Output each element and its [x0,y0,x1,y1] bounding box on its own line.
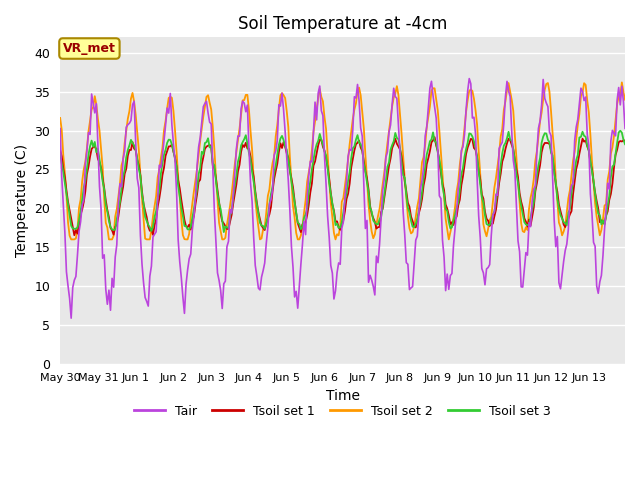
Title: Soil Temperature at -4cm: Soil Temperature at -4cm [238,15,447,33]
Text: VR_met: VR_met [63,42,116,55]
Legend: Tair, Tsoil set 1, Tsoil set 2, Tsoil set 3: Tair, Tsoil set 1, Tsoil set 2, Tsoil se… [129,400,556,423]
X-axis label: Time: Time [326,389,360,403]
Y-axis label: Temperature (C): Temperature (C) [15,144,29,257]
